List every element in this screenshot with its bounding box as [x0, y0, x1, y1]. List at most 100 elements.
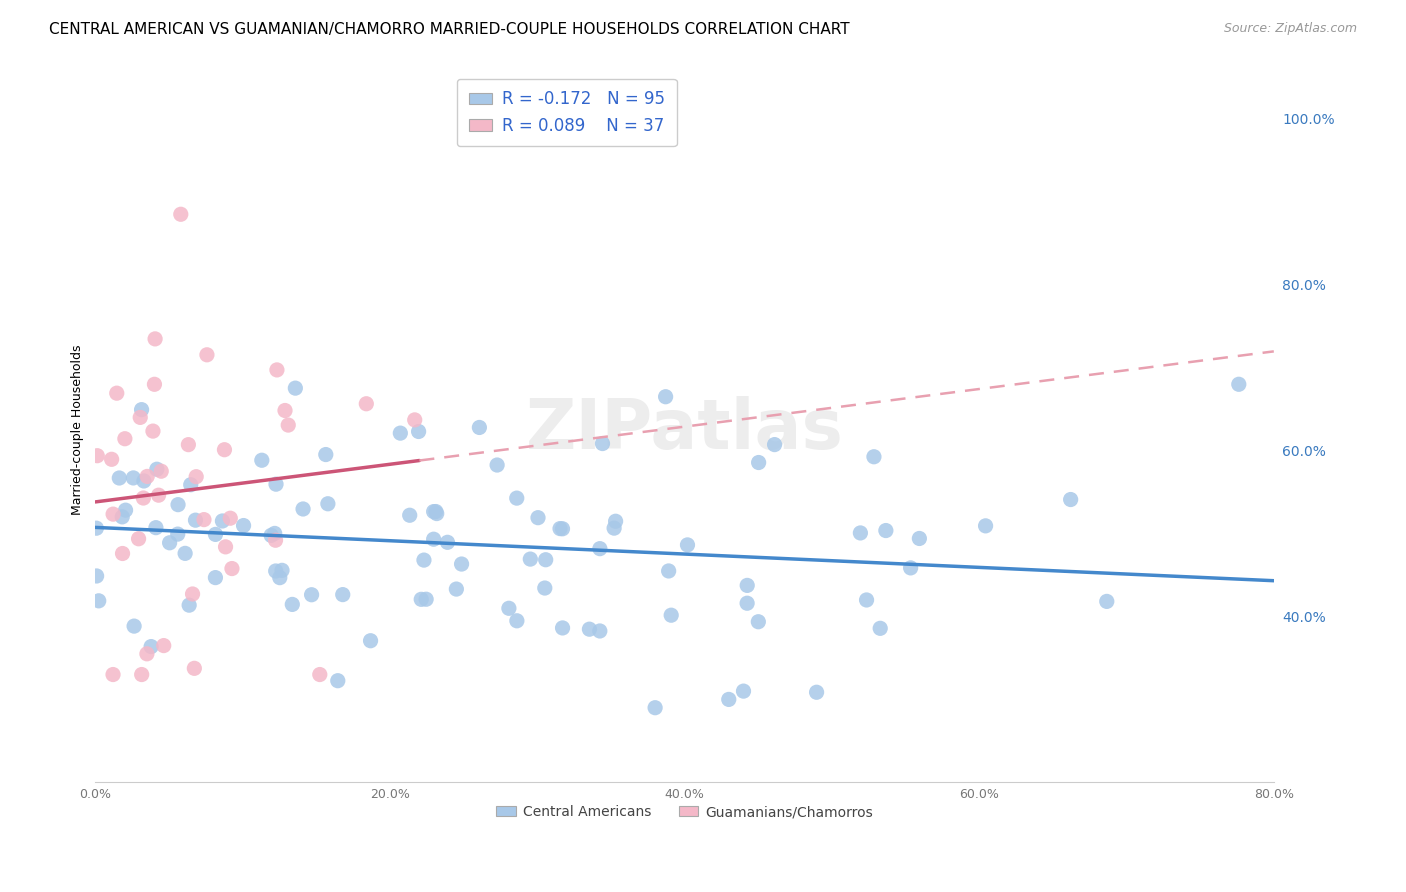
Point: [114, 432, 136, 446]
Point: [1095, 594, 1118, 608]
Point: [735, 578, 758, 592]
Point: [274, 403, 297, 417]
Legend: Central Americans, Guamanians/Chamorros: Central Americans, Guamanians/Chamorros: [491, 799, 879, 825]
Point: [170, 207, 193, 221]
Point: [589, 624, 612, 638]
Point: [551, 621, 574, 635]
Point: [179, 598, 201, 612]
Point: [101, 667, 124, 681]
Point: [849, 525, 872, 540]
Point: [186, 469, 208, 483]
Point: [436, 535, 458, 549]
Point: [250, 453, 273, 467]
Point: [214, 442, 236, 457]
Point: [143, 332, 166, 346]
Point: [900, 561, 922, 575]
Point: [219, 511, 242, 525]
Point: [204, 527, 226, 541]
Text: Source: ZipAtlas.com: Source: ZipAtlas.com: [1223, 22, 1357, 36]
Point: [87, 594, 110, 608]
Point: [184, 513, 207, 527]
Point: [86, 569, 108, 583]
Point: [292, 502, 315, 516]
Point: [592, 436, 614, 450]
Point: [908, 532, 931, 546]
Point: [974, 519, 997, 533]
Point: [413, 553, 436, 567]
Point: [658, 564, 681, 578]
Point: [534, 553, 557, 567]
Point: [193, 513, 215, 527]
Point: [214, 540, 236, 554]
Point: [735, 596, 758, 610]
Point: [533, 581, 555, 595]
Point: [142, 424, 165, 438]
Point: [605, 514, 627, 528]
Point: [654, 390, 676, 404]
Point: [875, 524, 897, 538]
Point: [166, 527, 188, 541]
Point: [869, 621, 891, 635]
Text: CENTRAL AMERICAN VS GUAMANIAN/CHAMORRO MARRIED-COUPLE HOUSEHOLDS CORRELATION CHA: CENTRAL AMERICAN VS GUAMANIAN/CHAMORRO M…: [49, 22, 849, 37]
Point: [148, 488, 170, 502]
Point: [131, 402, 153, 417]
Point: [221, 561, 243, 575]
Point: [86, 521, 108, 535]
Point: [426, 507, 449, 521]
Point: [425, 504, 447, 518]
Point: [733, 684, 755, 698]
Point: [132, 474, 155, 488]
Point: [174, 546, 197, 560]
Point: [548, 522, 571, 536]
Point: [128, 532, 150, 546]
Y-axis label: Married-couple Households: Married-couple Households: [72, 344, 84, 516]
Point: [122, 471, 145, 485]
Point: [806, 685, 828, 699]
Point: [167, 498, 190, 512]
Point: [269, 571, 291, 585]
Point: [389, 426, 412, 441]
Point: [855, 593, 877, 607]
Point: [308, 667, 330, 681]
Point: [271, 563, 294, 577]
Point: [527, 510, 550, 524]
Point: [114, 503, 136, 517]
Point: [747, 615, 769, 629]
Point: [129, 410, 152, 425]
Point: [108, 471, 131, 485]
Point: [763, 437, 786, 451]
Point: [415, 592, 437, 607]
Point: [468, 420, 491, 434]
Point: [1059, 492, 1081, 507]
Point: [450, 557, 472, 571]
Point: [159, 535, 181, 549]
Point: [181, 587, 204, 601]
Point: [748, 456, 770, 470]
Point: [404, 413, 426, 427]
Point: [105, 386, 128, 401]
Point: [260, 528, 283, 542]
Point: [332, 588, 354, 602]
Point: [411, 592, 433, 607]
Point: [659, 608, 682, 623]
Text: ZIPatlas: ZIPatlas: [526, 396, 844, 463]
Point: [408, 425, 430, 439]
Point: [122, 619, 145, 633]
Point: [264, 533, 287, 548]
Point: [264, 477, 287, 491]
Point: [326, 673, 349, 688]
Point: [152, 639, 174, 653]
Point: [177, 437, 200, 451]
Point: [281, 598, 304, 612]
Point: [578, 622, 600, 636]
Point: [136, 469, 159, 483]
Point: [150, 464, 173, 478]
Point: [316, 497, 339, 511]
Point: [498, 601, 520, 615]
Point: [506, 614, 529, 628]
Point: [422, 505, 444, 519]
Point: [195, 348, 218, 362]
Point: [360, 633, 382, 648]
Point: [301, 588, 323, 602]
Point: [717, 692, 740, 706]
